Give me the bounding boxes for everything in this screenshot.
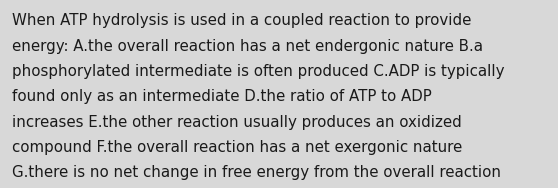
Text: phosphorylated intermediate is often produced C.ADP is typically: phosphorylated intermediate is often pro… — [12, 64, 505, 79]
Text: G.there is no net change in free energy from the overall reaction: G.there is no net change in free energy … — [12, 165, 501, 180]
Text: found only as an intermediate D.the ratio of ATP to ADP: found only as an intermediate D.the rati… — [12, 89, 432, 104]
Text: energy: A.the overall reaction has a net endergonic nature B.a: energy: A.the overall reaction has a net… — [12, 39, 483, 54]
Text: When ATP hydrolysis is used in a coupled reaction to provide: When ATP hydrolysis is used in a coupled… — [12, 13, 472, 28]
Text: increases E.the other reaction usually produces an oxidized: increases E.the other reaction usually p… — [12, 115, 462, 130]
Text: compound F.the overall reaction has a net exergonic nature: compound F.the overall reaction has a ne… — [12, 140, 463, 155]
